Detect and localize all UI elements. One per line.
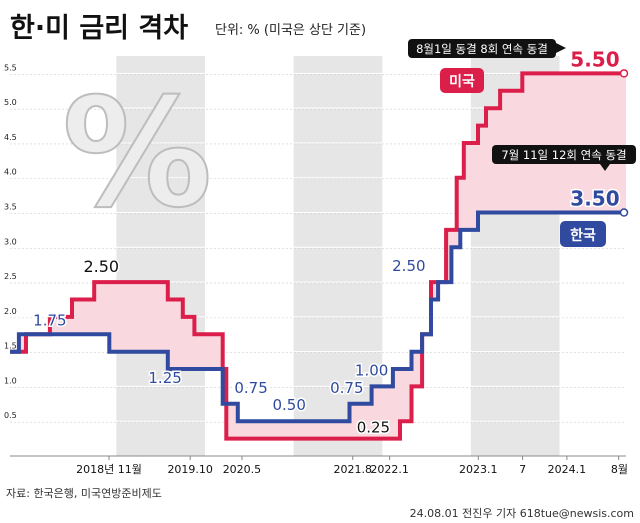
us-callout-box [408,39,556,58]
value-label: 0.75 [330,379,363,397]
x-tick-label: 2022.1 [370,463,409,476]
y-tick-label: 2.0 [4,307,17,316]
page-title: 한·미 금리 격차 [10,13,188,44]
y-tick-label: 5.0 [4,98,17,107]
x-tick-label: 8월 [611,463,628,476]
year-band-1 [293,56,383,456]
value-annotations: 2.501.751.250.750.500.751.000.252.505.50… [32,46,621,438]
value-label: 2.50 [392,257,425,275]
us-callout: 8월1일 동결 8회 연속 동결 [408,39,566,58]
legend-us-label: 미국 [449,74,475,90]
y-tick-label: 0.5 [4,411,17,420]
value-label: 5.50 [570,47,619,71]
kr-callout-pointer [600,164,610,171]
kr-end-marker [619,208,629,217]
rate-gap-fill [10,73,626,439]
y-tick-label: 1.5 [4,342,17,351]
kr-callout-box [492,145,636,164]
x-tick-label: 2019.10 [167,463,213,476]
value-label: 0.75 [234,379,267,397]
legend-kr-label: 한국 [570,228,596,244]
x-tick-label: 2023.1 [459,463,498,476]
value-label: 2.50 [83,257,119,276]
korea-rate-line [10,210,626,424]
value-label: 1.75 [33,311,66,329]
x-tick-label: 2020.5 [223,463,262,476]
y-tick-label: 2.5 [4,272,17,281]
kr-callout: 7월 11일 12회 연속 동결 [492,145,636,171]
x-tick-label: 2021.8 [333,463,372,476]
credit-line: 24.08.01 전진우 기자 618tue@newsis.com [410,507,634,520]
us-end-marker [619,69,629,78]
y-axis-ticks: 0.5 1.0 1.5 2.0 2.5 3.0 3.5 4.0 4.5 5.0 5.5 [4,63,17,420]
y-tick-label: 4.5 [4,133,17,142]
us-rate-line [10,71,626,441]
percent-decoration: % [62,67,212,241]
kr-callout-text: 7월 11일 12회 연속 동결 [501,148,626,162]
y-tick-label: 1.0 [4,376,17,385]
legend-kr-badge [560,221,606,247]
x-tick-label: 2018년 11월 [76,463,142,476]
us-callout-text: 8월1일 동결 8회 연속 동결 [416,42,548,56]
x-tick-label: 2024.1 [548,463,587,476]
legend-us-badge [440,68,484,93]
value-label: 3.50 [570,187,619,211]
end-markers [619,69,629,217]
us-callout-pointer [556,43,566,53]
legend-kr: 한국 [560,221,606,247]
y-tick-label: 4.0 [4,168,17,177]
source-note: 자료: 한국은행, 미국연방준비제도 [6,487,162,500]
value-label: 1.25 [148,369,181,387]
value-label: 0.50 [272,396,305,414]
y-tick-label: 3.5 [4,203,17,212]
year-band-0 [116,56,205,456]
legend-us: 미국 [440,68,484,93]
value-label: 1.00 [355,361,388,379]
value-label: 0.25 [357,419,390,437]
y-tick-label: 3.0 [4,237,17,246]
x-tick-label: 7 [519,463,526,476]
y-tick-label: 5.5 [4,63,17,72]
unit-subtitle: 단위: % (미국은 상단 기준) [215,23,366,38]
